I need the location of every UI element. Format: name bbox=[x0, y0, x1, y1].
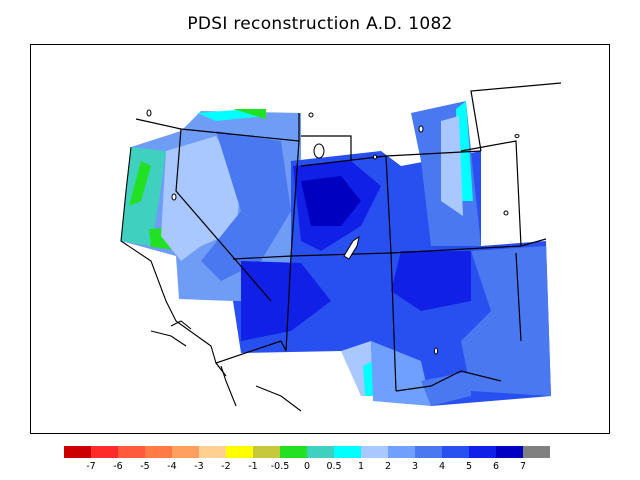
region-coast-green bbox=[129, 161, 151, 206]
region-south-lobe-lower bbox=[371, 341, 431, 406]
legend-swatch bbox=[496, 446, 523, 458]
legend-tick-label: 5 bbox=[465, 461, 473, 472]
legend-swatch bbox=[307, 446, 334, 458]
legend-swatch bbox=[64, 446, 91, 458]
region-core-darkest bbox=[301, 176, 361, 226]
legend-swatch bbox=[145, 446, 172, 458]
legend-swatch bbox=[334, 446, 361, 458]
legend-swatch bbox=[199, 446, 226, 458]
legend-swatch bbox=[91, 446, 118, 458]
state-borders bbox=[135, 82, 562, 392]
legend-swatch bbox=[280, 446, 307, 458]
legend-swatch bbox=[469, 446, 496, 458]
legend-tick-label: -3 bbox=[194, 461, 204, 472]
legend-tick-label: -7 bbox=[86, 461, 96, 472]
legend-tick-label: 0.5 bbox=[326, 461, 342, 472]
legend-swatch bbox=[118, 446, 145, 458]
legend-swatch bbox=[523, 446, 550, 458]
region-light-blue bbox=[161, 136, 241, 261]
legend-tick-label: 1 bbox=[357, 461, 365, 472]
legend-tick-label: -2 bbox=[221, 461, 231, 472]
legend-swatch bbox=[388, 446, 415, 458]
legend-tick-label: -5 bbox=[140, 461, 150, 472]
color-legend bbox=[64, 446, 550, 458]
legend-tick-label: 4 bbox=[438, 461, 446, 472]
legend-tick-label: 2 bbox=[384, 461, 392, 472]
legend-tick-label: 3 bbox=[411, 461, 419, 472]
legend-swatch bbox=[253, 446, 280, 458]
legend-tick-label: -6 bbox=[113, 461, 123, 472]
legend-swatch bbox=[361, 446, 388, 458]
legend-tick-label: -4 bbox=[167, 461, 177, 472]
legend-swatch bbox=[226, 446, 253, 458]
region-southeast-blue-2 bbox=[421, 371, 471, 406]
region-mid-blue bbox=[201, 131, 291, 281]
map-title: PDSI reconstruction A.D. 1082 bbox=[187, 14, 453, 34]
region-southeast-blue bbox=[391, 251, 471, 311]
lakes bbox=[146, 109, 520, 355]
legend-tick-label: -0.5 bbox=[270, 461, 290, 472]
legend-tick-label: 0 bbox=[303, 461, 311, 472]
map-frame bbox=[30, 44, 610, 434]
region-east-light bbox=[461, 246, 551, 396]
legend-tick-label: 6 bbox=[492, 461, 500, 472]
region-top-green bbox=[233, 109, 266, 119]
pdsi-map bbox=[120, 82, 562, 412]
legend-swatch bbox=[172, 446, 199, 458]
region-south-band bbox=[241, 261, 331, 341]
legend-swatch bbox=[415, 446, 442, 458]
region-coast-cyan bbox=[121, 147, 166, 246]
coastline bbox=[120, 146, 302, 412]
legend-swatch bbox=[442, 446, 469, 458]
legend-tick-label: 7 bbox=[519, 461, 527, 472]
legend-tick-label: -1 bbox=[248, 461, 258, 472]
region-ne-light bbox=[441, 116, 463, 216]
